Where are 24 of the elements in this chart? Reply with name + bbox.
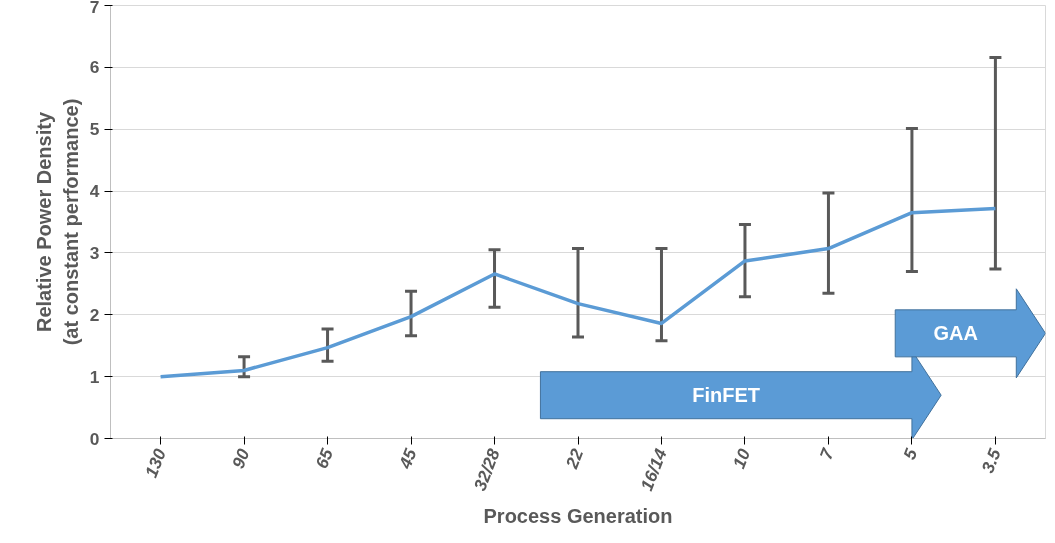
x-tick-label: 5 (899, 445, 922, 463)
x-tick-label: 22 (561, 445, 588, 473)
x-tick-label: 130 (140, 445, 171, 481)
y-tick-label: 0 (89, 428, 100, 449)
x-tick-label: 32/28 (469, 445, 504, 494)
x-tick-label: 10 (728, 445, 755, 472)
y-tick-label: 2 (89, 304, 100, 325)
x-tick-label: 16/14 (636, 445, 671, 494)
annotation: GAA (933, 322, 978, 345)
line-series (158, 206, 998, 379)
y-tick-label: 7 (89, 0, 100, 17)
y-tick-label: 1 (89, 366, 100, 387)
y-tick-label: 3 (89, 242, 100, 263)
y-tick-label: 4 (89, 181, 100, 202)
y-tick-label: 6 (89, 57, 100, 78)
y-tick-label: 5 (89, 119, 100, 140)
annotation: FinFET (692, 384, 761, 407)
y-axis-title: Relative Power Density (at constant performance) (33, 98, 82, 346)
x-tick-label: 45 (394, 445, 421, 473)
x-tick-label: 90 (227, 445, 254, 472)
x-tick-label: 65 (311, 445, 338, 472)
x-tick-label: 3.5 (977, 445, 1005, 476)
x-axis-title: Process Generation (483, 505, 673, 528)
x-tick-label: 7 (815, 444, 839, 463)
